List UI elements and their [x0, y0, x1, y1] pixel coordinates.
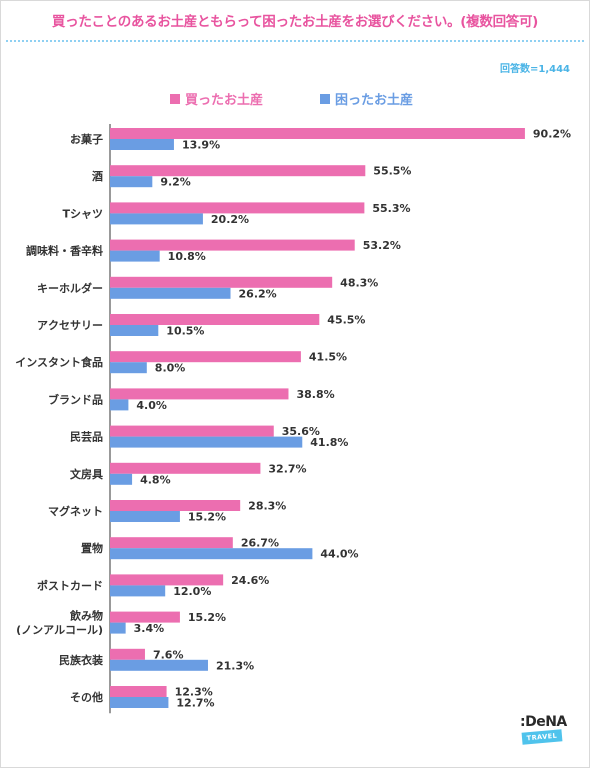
- value-label-troubled: 3.4%: [134, 622, 165, 635]
- bar-bought: [110, 462, 261, 474]
- bar-bought: [110, 500, 241, 511]
- category-label: 調味料・香辛料: [26, 244, 103, 258]
- value-label-troubled: 20.2%: [211, 213, 249, 226]
- value-label-troubled: 12.7%: [176, 697, 214, 710]
- legend-swatch-troubled: [320, 93, 330, 104]
- category-label: 民芸品: [70, 430, 103, 444]
- dena-travel-logo: :DeNA TRAVEL: [518, 714, 570, 746]
- bar-troubled: [110, 139, 174, 150]
- bar-troubled: [110, 399, 129, 411]
- bar-troubled: [110, 287, 231, 299]
- logo-wordmark: :DeNA: [520, 714, 567, 730]
- category-label: お菓子: [70, 132, 103, 146]
- value-label-bought: 55.3%: [372, 202, 410, 215]
- value-label-bought: 26.7%: [241, 537, 279, 550]
- bar-bought: [110, 128, 525, 139]
- bar-troubled: [110, 250, 160, 262]
- bar-troubled: [110, 176, 153, 188]
- bar-troubled: [110, 659, 208, 671]
- value-label-troubled: 13.9%: [182, 139, 220, 152]
- category-label: インスタント食品: [15, 355, 103, 369]
- value-label-troubled: 4.0%: [136, 399, 167, 412]
- legend-item-troubled: 困ったお土産: [320, 89, 413, 108]
- category-label: アクセサリー: [37, 319, 103, 332]
- bar-bought: [110, 537, 233, 549]
- bar-troubled: [110, 362, 147, 374]
- legend-swatch-bought: [170, 93, 180, 104]
- bar-bought: [110, 388, 289, 400]
- value-label-troubled: 21.3%: [216, 659, 254, 672]
- value-label-bought: 41.5%: [309, 351, 347, 364]
- bar-bought: [110, 239, 355, 251]
- value-label-troubled: 12.0%: [173, 585, 211, 598]
- category-label: 飲み物: [69, 609, 103, 623]
- bar-bought: [110, 351, 301, 363]
- value-label-bought: 12.3%: [175, 686, 213, 699]
- bar-bought: [110, 611, 180, 623]
- value-label-bought: 48.3%: [340, 276, 378, 289]
- bar-troubled: [110, 585, 166, 597]
- logo-badge: TRAVEL: [521, 729, 563, 745]
- category-label: ポストカード: [37, 578, 103, 592]
- title-divider: [6, 40, 584, 42]
- value-label-bought: 45.5%: [327, 314, 365, 327]
- value-label-troubled: 4.8%: [140, 473, 171, 486]
- category-label: 置物: [81, 541, 103, 555]
- legend-label-bought: 買ったお土産: [185, 93, 264, 108]
- value-label-troubled: 15.2%: [188, 511, 226, 524]
- bar-bought: [110, 425, 274, 437]
- chart-title: 買ったことのあるお土産ともらって困ったお土産をお選びください。(複数回答可): [51, 14, 539, 30]
- bar-troubled: [110, 325, 159, 336]
- bar-bought: [110, 202, 365, 214]
- value-label-bought: 35.6%: [282, 425, 320, 438]
- respondent-count: 回答数=1,444: [499, 64, 570, 75]
- legend-item-bought: 買ったお土産: [170, 89, 263, 108]
- value-label-bought: 15.2%: [188, 611, 226, 624]
- bar-bought: [110, 648, 145, 660]
- category-label: その他: [70, 690, 103, 704]
- category-label: マグネット: [48, 504, 103, 518]
- bar-troubled: [110, 213, 203, 225]
- bar-troubled: [110, 548, 313, 560]
- bar-bought: [110, 314, 320, 325]
- value-label-bought: 53.2%: [363, 239, 401, 252]
- bar-bought: [110, 574, 224, 586]
- value-label-troubled: 44.0%: [320, 548, 358, 561]
- category-label: 民族衣装: [59, 653, 103, 667]
- value-label-troubled: 26.2%: [239, 287, 277, 300]
- value-label-bought: 32.7%: [268, 462, 306, 475]
- bar-bought: [110, 276, 333, 288]
- value-label-troubled: 9.2%: [160, 176, 191, 189]
- category-label: キーホルダー: [37, 281, 103, 295]
- value-label-bought: 28.3%: [248, 500, 286, 513]
- value-label-troubled: 41.8%: [310, 436, 348, 449]
- value-label-troubled: 10.8%: [168, 250, 206, 263]
- category-label: (ノンアルコール): [16, 624, 103, 637]
- value-label-bought: 24.6%: [231, 574, 269, 587]
- value-label-bought: 90.2%: [533, 128, 571, 141]
- value-label-troubled: 10.5%: [166, 325, 204, 338]
- bar-troubled: [110, 511, 180, 522]
- bar-bought: [110, 686, 167, 697]
- legend-label-troubled: 困ったお土産: [335, 93, 414, 108]
- category-label: 酒: [92, 170, 103, 183]
- bar-troubled: [110, 697, 169, 708]
- value-label-bought: 55.5%: [373, 165, 411, 178]
- category-label: ブランド品: [48, 392, 103, 406]
- bar-troubled: [110, 436, 303, 448]
- bar-troubled: [110, 622, 126, 634]
- category-label: Tシャツ: [62, 207, 103, 220]
- value-label-bought: 7.6%: [153, 648, 184, 661]
- bar-bought: [110, 165, 366, 177]
- value-label-bought: 38.8%: [296, 388, 334, 401]
- category-label: 文房具: [70, 467, 103, 481]
- bar-troubled: [110, 473, 133, 485]
- value-label-troubled: 8.0%: [155, 362, 186, 375]
